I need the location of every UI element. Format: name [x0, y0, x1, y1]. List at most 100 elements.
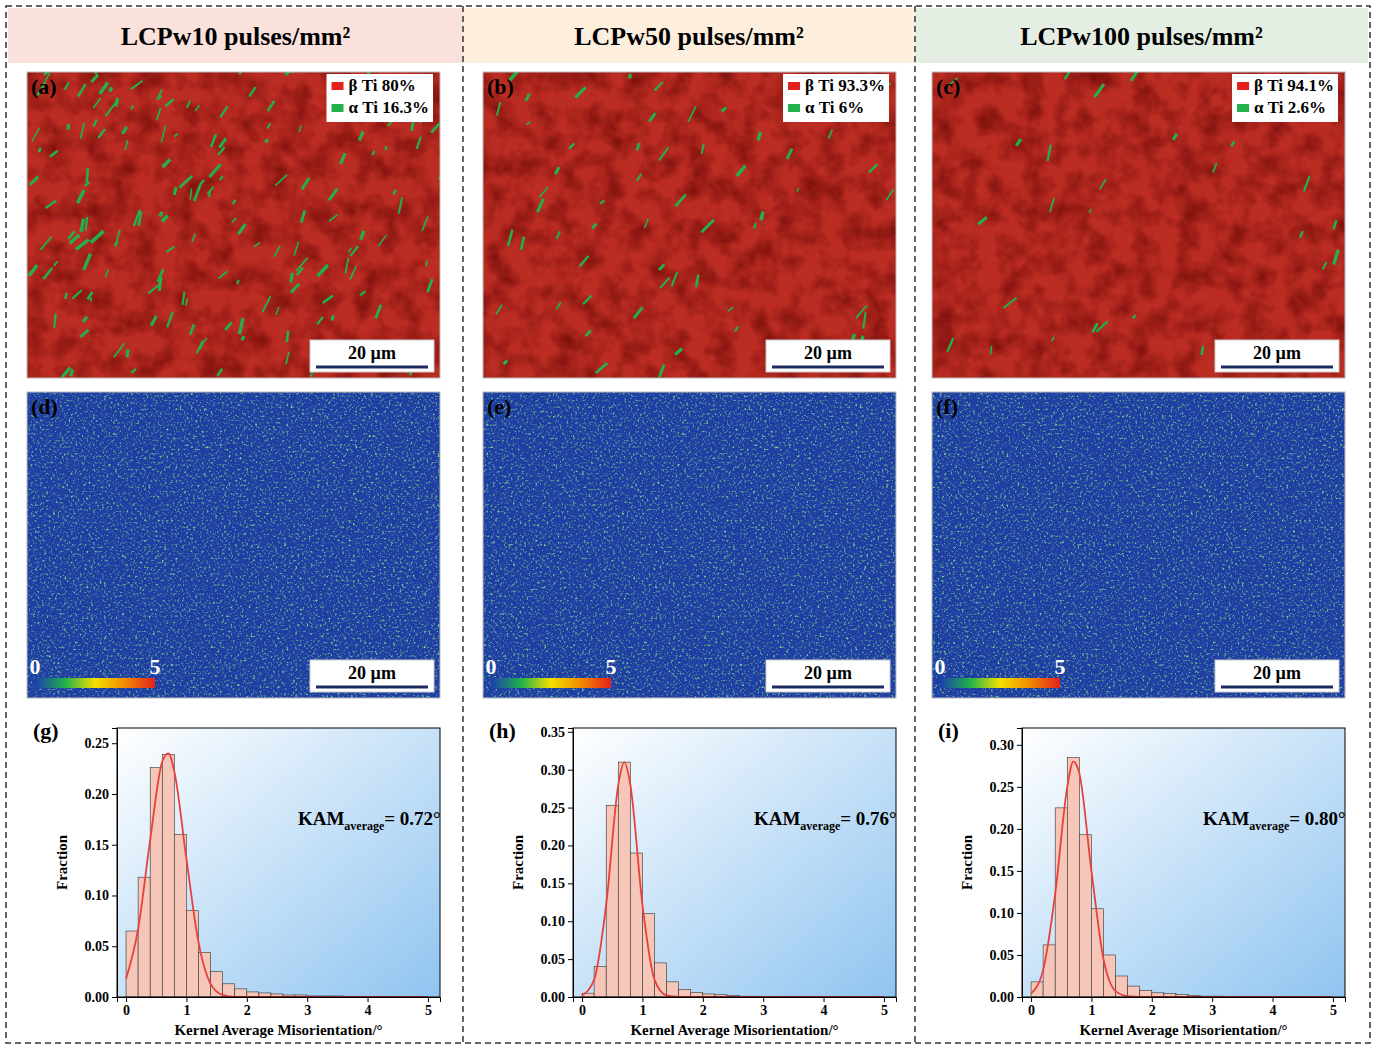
alpha-needle — [106, 102, 117, 116]
bar — [186, 911, 198, 997]
alpha-needle — [696, 275, 698, 288]
alpha-needle — [508, 230, 512, 246]
x-tick-mark — [763, 997, 764, 1002]
kam-map — [932, 392, 1345, 698]
alpha-needle — [91, 231, 104, 242]
alpha-needle — [174, 134, 177, 137]
alpha-needle — [659, 264, 664, 270]
alpha-needle — [1092, 323, 1097, 332]
plot-frame — [117, 728, 440, 997]
y-tick-label: 0.15 — [85, 838, 110, 853]
x-tick-label: 5 — [425, 1003, 432, 1018]
annotation-main: KAM — [754, 808, 801, 829]
alpha-needle — [990, 346, 992, 355]
x-tick: 1 — [1088, 997, 1095, 1018]
alpha-needle — [378, 235, 386, 246]
y-tick-mark — [568, 808, 573, 809]
y-tick: 0.10 — [541, 914, 574, 929]
panel-letter: (e) — [487, 394, 511, 419]
x-tick: 0 — [579, 997, 586, 1018]
alpha-needle — [754, 223, 756, 229]
y-tick: 0.15 — [990, 864, 1023, 879]
alpha-needle — [372, 151, 374, 155]
legend-label: α Ti 2.6% — [1254, 98, 1326, 117]
x-tick-mark — [1273, 997, 1274, 1002]
alpha-needle — [85, 182, 89, 186]
alpha-needle — [275, 175, 287, 186]
alpha-needle — [1202, 346, 1204, 355]
legend-label: α Ti 6% — [805, 98, 864, 117]
alpha-needle — [90, 298, 92, 302]
alpha-needle — [317, 317, 323, 324]
plot-background — [573, 728, 896, 997]
alpha-needle — [225, 322, 231, 330]
fit-curve — [1031, 762, 1333, 997]
y-tick-label: 0.25 — [85, 736, 110, 751]
alpha-needle — [417, 137, 421, 149]
x-tick-label: 4 — [365, 1003, 372, 1018]
x-tick-label: 1 — [1088, 1003, 1095, 1018]
alpha-needle — [131, 369, 135, 373]
alpha-needle — [596, 363, 607, 373]
marks — [126, 753, 428, 997]
scale-bar-label: 20 µm — [348, 343, 396, 363]
panel-letter: (h) — [489, 718, 516, 743]
legend-swatch — [1237, 104, 1249, 112]
alpha-needle — [675, 348, 682, 354]
x-axis-line — [1023, 998, 1346, 1003]
y-tick-mark — [112, 794, 117, 795]
alpha-needle — [122, 127, 127, 134]
alpha-needle — [345, 258, 348, 273]
alpha-needle — [637, 143, 639, 150]
x-tick: 4 — [365, 997, 372, 1018]
legend-swatch — [332, 82, 344, 90]
panel-letter: (b) — [487, 74, 514, 99]
beta-phase-area — [483, 72, 896, 378]
alpha-needle — [659, 364, 664, 377]
colorbar-tick-label: 5 — [606, 654, 617, 679]
y-tick: 0.20 — [85, 787, 118, 802]
bar — [1031, 982, 1043, 997]
alpha-needle — [233, 200, 236, 204]
alpha-needle — [237, 280, 238, 284]
alpha-needle — [291, 284, 299, 293]
panel-letter: (g) — [33, 718, 59, 743]
alpha-needle — [192, 234, 195, 242]
y-tick-mark — [1017, 955, 1022, 956]
x-tick: 5 — [881, 997, 888, 1018]
panel-letter-patch — [29, 394, 60, 419]
y-tick-mark — [568, 770, 573, 771]
alpha-needle — [200, 180, 204, 184]
panel-border — [27, 392, 440, 698]
alpha-needle — [54, 261, 57, 266]
x-axis-line — [118, 998, 441, 1003]
panel-letter: (a) — [31, 74, 57, 99]
x-tick-mark — [582, 997, 583, 1002]
y-tick: 0.00 — [541, 990, 574, 1005]
colorbar-tick-label: 5 — [150, 654, 161, 679]
alpha-needle — [267, 123, 270, 128]
x-tick: 4 — [1270, 997, 1277, 1018]
y-tick-mark — [112, 895, 117, 896]
alpha-needle — [359, 131, 363, 140]
alpha-needle — [219, 138, 226, 147]
alpha-needle — [81, 219, 83, 232]
legend-box — [1232, 74, 1338, 122]
panel-border — [932, 72, 1345, 378]
alpha-needle — [65, 82, 69, 89]
panel-letter: (c) — [936, 74, 960, 99]
x-tick: 5 — [425, 997, 432, 1018]
fit-curve — [582, 762, 884, 997]
annotation-subscript: average — [1249, 819, 1290, 833]
alpha-needle — [32, 128, 39, 141]
y-tick: 0.25 — [85, 736, 118, 751]
legend: β Ti 93.3%α Ti 6% — [783, 74, 889, 122]
alpha-needle — [183, 292, 185, 305]
alpha-needle — [1323, 262, 1327, 269]
alpha-needle — [634, 307, 642, 318]
y-tick-label: 0.20 — [541, 838, 566, 853]
alpha-needle — [162, 159, 170, 167]
x-tick: 0 — [123, 997, 130, 1018]
alpha-needle — [194, 185, 200, 201]
y-tick: 0.05 — [990, 948, 1023, 963]
